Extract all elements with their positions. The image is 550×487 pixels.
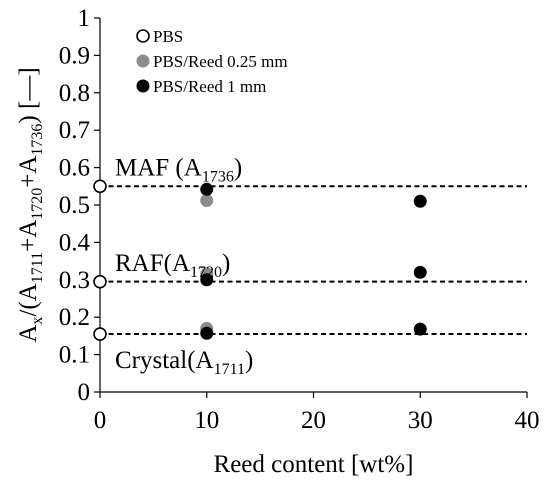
- data-point: [413, 322, 427, 336]
- data-point: [200, 194, 214, 208]
- region-label-subscript: 1736: [202, 169, 234, 186]
- y-tick-label: 0.2: [59, 304, 90, 331]
- y-tick-label: 0.7: [59, 117, 90, 144]
- region-label-subscript: 1720: [190, 264, 222, 281]
- y-axis-title-part: +A: [15, 220, 42, 252]
- data-point: [93, 274, 107, 289]
- legend: PBS PBS/Reed 0.25 mm PBS/Reed 1 mm: [136, 27, 288, 96]
- y-tick-label: 0.5: [59, 192, 90, 219]
- legend-marker: [136, 79, 150, 93]
- data-points: [93, 179, 427, 341]
- region-label: Crystal(A1711): [115, 347, 253, 378]
- y-axis-title-part: x: [29, 317, 46, 325]
- legend-label: PBS: [153, 27, 183, 46]
- data-point: [413, 265, 427, 279]
- region-label-close: ): [245, 347, 253, 374]
- region-label-close: ): [234, 155, 242, 182]
- x-tick-label: 20: [301, 407, 326, 434]
- legend-marker: [136, 29, 150, 43]
- y-tick-label: 0: [78, 379, 91, 406]
- axis-titles: Reed content [wt%]Ax/(A1711+A1720+A1736)…: [15, 67, 413, 478]
- y-axis-title: Ax/(A1711+A1720+A1736) [—]: [15, 67, 46, 342]
- data-point: [200, 182, 214, 196]
- y-tick-label: 0.3: [59, 267, 90, 294]
- data-point: [93, 327, 107, 341]
- y-axis-title-part: A: [15, 325, 42, 343]
- y-tick-label: 0.6: [59, 155, 90, 182]
- x-axis-title: Reed content [wt%]: [214, 451, 414, 478]
- region-label-text: MAF (A: [115, 155, 202, 182]
- region-label: MAF (A1736): [115, 155, 242, 186]
- y-axis-title-part: 1711: [29, 252, 46, 283]
- x-tick-label: 30: [408, 407, 433, 434]
- legend-label: PBS/Reed 0.25 mm: [153, 52, 288, 71]
- legend-marker: [136, 54, 150, 68]
- y-axis-title-part: /(A: [15, 283, 42, 316]
- data-point: [200, 326, 214, 340]
- chart-axes: 00.10.20.30.40.50.60.70.80.910 10 20 30 40: [59, 5, 540, 434]
- reference-lines: [100, 185, 527, 336]
- y-axis-title-part: 1736: [29, 124, 46, 156]
- y-tick-label: 1: [78, 5, 91, 32]
- region-label-subscript: 1711: [214, 361, 245, 378]
- y-tick-label: 0.9: [59, 42, 90, 69]
- y-tick-label: 0.4: [59, 229, 91, 256]
- annotations: MAF (A1736)RAF(A1720)Crystal(A1711): [115, 155, 253, 379]
- y-axis-title-part: 1720: [29, 188, 46, 220]
- data-point: [413, 194, 427, 208]
- x-tick-label: 10: [194, 407, 219, 434]
- legend-label: PBS/Reed 1 mm: [153, 77, 266, 96]
- region-label-text: RAF(A: [115, 250, 190, 277]
- y-axis-title-part: ) [—]: [15, 67, 42, 123]
- y-axis-title-part: +A: [15, 156, 42, 188]
- region-label-text: Crystal(A: [115, 347, 214, 374]
- region-label: RAF(A1720): [115, 250, 230, 281]
- y-tick-label: 0.8: [59, 80, 90, 107]
- data-point: [200, 273, 214, 287]
- data-point: [93, 179, 107, 194]
- y-tick-label: 0.1: [59, 342, 90, 369]
- x-tick-label: 40: [515, 407, 540, 434]
- x-tick-label: 0: [94, 407, 107, 434]
- region-label-close: ): [222, 250, 230, 277]
